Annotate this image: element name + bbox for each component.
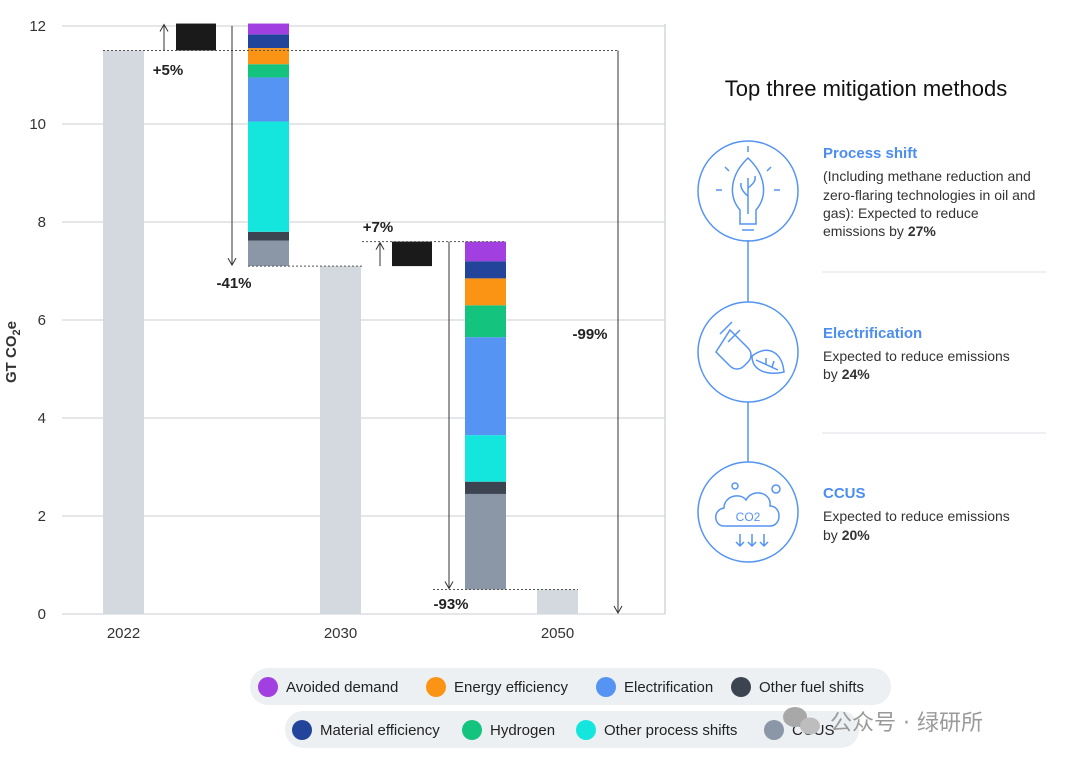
- bar-baseline-2050: [537, 589, 578, 614]
- lightbulb-leaf-icon: [697, 140, 799, 242]
- y-tick-label-4: 4: [38, 410, 46, 427]
- segment-2030-ccus: [248, 240, 289, 267]
- bar-growth-1: [392, 241, 432, 267]
- segment-2050-other-process-shifts: [465, 435, 506, 482]
- segment-2030-other-process-shifts: [248, 121, 289, 232]
- reduction-label-1: -93%: [433, 596, 468, 613]
- legend-swatch-hydrogen: [462, 720, 482, 740]
- bar-baseline-2022: [103, 50, 144, 614]
- legend-label-other-process-shifts: Other process shifts: [604, 722, 737, 739]
- reduction-label-0: -41%: [216, 275, 251, 292]
- y-axis-label: GT CO2e: [3, 321, 23, 383]
- x-tick-label-2050: 2050: [541, 625, 574, 642]
- reduction-arrowhead-2: [613, 605, 623, 615]
- segment-2030-material-efficiency: [248, 34, 289, 49]
- co2-cloud-icon: CO2: [697, 461, 799, 563]
- mitigation-panel: Top three mitigation methods: [664, 24, 1046, 614]
- legend-swatch-energy-efficiency: [426, 677, 446, 697]
- segment-2050-other-fuel-shifts: [465, 481, 506, 494]
- method-name-process-shift: Process shift: [823, 145, 917, 162]
- method-name-ccus: CCUS: [823, 485, 866, 502]
- legend-swatch-other-process-shifts: [576, 720, 596, 740]
- segment-2050-avoided-demand: [465, 241, 506, 262]
- segment-2030-hydrogen: [248, 64, 289, 78]
- y-tick-label-2: 2: [38, 508, 46, 525]
- method-desc-process-shift: (Including methane reduction and zero-fl…: [823, 168, 1039, 239]
- segment-2030-other-fuel-shifts: [248, 231, 289, 241]
- segment-2030-avoided-demand: [248, 23, 289, 35]
- legend: Avoided demand Energy efficiency Electrifi…: [250, 668, 891, 748]
- x-axis-ticks: 2022 2030 2050: [107, 625, 574, 642]
- legend-swatch-ccus: [764, 720, 784, 740]
- x-tick-label-2022: 2022: [107, 625, 140, 642]
- wechat-icon: [783, 707, 820, 735]
- reduction-arrows: +5% +7% -41% -93% -99%: [153, 23, 623, 615]
- panel-title: Top three mitigation methods: [725, 76, 1008, 101]
- growth-label-0: +5%: [153, 62, 183, 79]
- y-tick-label-6: 6: [38, 312, 46, 329]
- y-axis-ticks: 0 2 4 6 8 10 12: [29, 18, 46, 623]
- x-tick-label-2030: 2030: [324, 625, 357, 642]
- reduction-arrowhead-1: [444, 581, 454, 590]
- segment-2050-energy-efficiency: [465, 278, 506, 306]
- segment-2030-electrification: [248, 77, 289, 122]
- watermark-text: 公众号 · 绿研所: [830, 711, 983, 736]
- legend-label-electrification: Electrification: [624, 679, 713, 696]
- y-tick-label-8: 8: [38, 214, 46, 231]
- method-name-electrification: Electrification: [823, 325, 922, 342]
- y-tick-label-10: 10: [29, 116, 46, 133]
- gridlines: [62, 25, 665, 615]
- y-tick-label-12: 12: [29, 18, 46, 35]
- bar-baseline-2030: [320, 266, 361, 614]
- watermark: 公众号 · 绿研所: [783, 707, 983, 736]
- bars: [103, 23, 578, 614]
- growth-arrowhead-0: [159, 23, 169, 32]
- legend-label-material-efficiency: Material efficiency: [320, 722, 440, 739]
- segment-2050-ccus: [465, 493, 506, 590]
- plug-leaf-icon: [697, 301, 799, 403]
- connectors: [103, 50, 618, 590]
- legend-label-avoided-demand: Avoided demand: [286, 679, 398, 696]
- svg-text:CO2: CO2: [736, 510, 761, 524]
- reduction-arrowhead-0: [227, 257, 237, 267]
- segment-2050-electrification: [465, 337, 506, 436]
- method-desc-electrification: Expected to reduce emissions by 24%: [823, 348, 1014, 382]
- segment-2050-material-efficiency: [465, 261, 506, 279]
- legend-swatch-avoided-demand: [258, 677, 278, 697]
- legend-swatch-material-efficiency: [292, 720, 312, 740]
- legend-label-energy-efficiency: Energy efficiency: [454, 679, 568, 696]
- reduction-label-2: -99%: [572, 326, 607, 343]
- segment-2050-hydrogen: [465, 305, 506, 338]
- legend-swatch-electrification: [596, 677, 616, 697]
- growth-label-1: +7%: [363, 219, 393, 236]
- method-desc-ccus: Expected to reduce emissions by 20%: [823, 508, 1014, 543]
- segment-2030-energy-efficiency: [248, 48, 289, 65]
- growth-arrowhead-1: [375, 241, 385, 250]
- legend-swatch-other-fuel-shifts: [731, 677, 751, 697]
- legend-label-hydrogen: Hydrogen: [490, 722, 555, 739]
- y-tick-label-0: 0: [38, 606, 46, 623]
- bar-growth-0: [176, 23, 216, 51]
- legend-label-other-fuel-shifts: Other fuel shifts: [759, 679, 864, 696]
